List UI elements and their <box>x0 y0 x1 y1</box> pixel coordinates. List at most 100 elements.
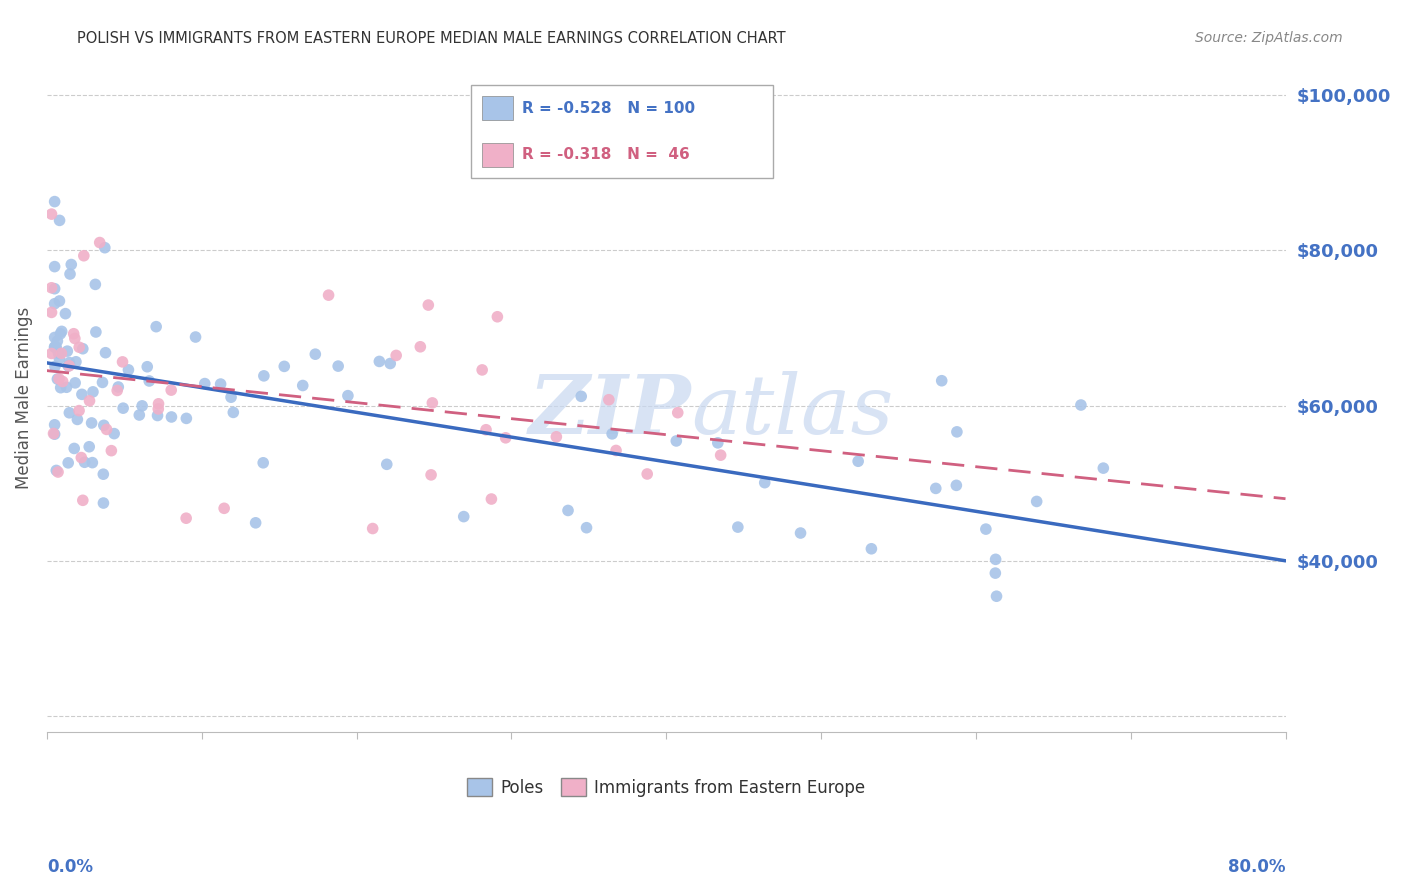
Point <box>420 396 443 410</box>
Point <box>44 194 66 209</box>
Point <box>84 325 107 339</box>
Point <box>409 340 432 354</box>
Point <box>103 426 125 441</box>
Point <box>67 340 90 354</box>
Point <box>84 277 107 292</box>
Point <box>486 310 509 324</box>
Point <box>328 359 350 373</box>
Point <box>107 380 129 394</box>
Point <box>148 401 170 416</box>
Point <box>789 526 811 541</box>
Point <box>111 355 134 369</box>
Point <box>63 442 86 456</box>
Point <box>986 589 1008 603</box>
Point <box>58 359 80 373</box>
Point <box>148 397 170 411</box>
Point <box>146 409 169 423</box>
Point <box>56 344 79 359</box>
Point <box>145 319 167 334</box>
Point <box>89 235 111 250</box>
Point <box>72 342 94 356</box>
Point <box>93 496 115 510</box>
Point <box>82 456 104 470</box>
Point <box>117 363 139 377</box>
Point <box>304 347 326 361</box>
Point <box>219 390 242 404</box>
Text: ZIP: ZIP <box>529 371 690 451</box>
Point <box>48 293 70 308</box>
Point <box>925 482 948 496</box>
Point <box>160 409 183 424</box>
Point <box>41 281 63 295</box>
Point <box>44 340 66 354</box>
Point <box>481 491 503 506</box>
Point <box>58 355 80 369</box>
Point <box>52 375 75 389</box>
Point <box>984 552 1007 566</box>
Point <box>209 377 232 392</box>
Point <box>51 346 73 360</box>
Point <box>418 298 440 312</box>
Point <box>55 307 77 321</box>
Point <box>62 326 84 341</box>
Point <box>710 448 733 462</box>
Point <box>65 355 87 369</box>
Point <box>546 430 568 444</box>
Point <box>860 541 883 556</box>
Point <box>336 389 359 403</box>
Point <box>984 566 1007 581</box>
Point <box>605 443 627 458</box>
Point <box>128 408 150 422</box>
Point <box>946 425 969 439</box>
Point <box>105 384 128 398</box>
Point <box>48 351 70 366</box>
Point <box>45 340 67 354</box>
Point <box>1092 461 1115 475</box>
Point <box>495 431 517 445</box>
Point <box>70 450 93 465</box>
Point <box>70 387 93 401</box>
Point <box>1025 494 1047 508</box>
Point <box>245 516 267 530</box>
Point <box>46 334 69 348</box>
Point <box>94 345 117 359</box>
Point <box>318 288 340 302</box>
Point <box>846 454 869 468</box>
Text: POLISH VS IMMIGRANTS FROM EASTERN EUROPE MEDIAN MALE EARNINGS CORRELATION CHART: POLISH VS IMMIGRANTS FROM EASTERN EUROPE… <box>77 31 786 46</box>
Point <box>100 443 122 458</box>
Y-axis label: Median Male Earnings: Median Male Earnings <box>15 307 32 489</box>
Point <box>754 475 776 490</box>
Point <box>44 427 66 442</box>
Point <box>93 418 115 433</box>
Point <box>66 412 89 426</box>
Point <box>1070 398 1092 412</box>
Point <box>58 456 80 470</box>
Point <box>51 325 73 339</box>
Point <box>49 381 72 395</box>
Point <box>63 376 86 390</box>
Point <box>58 359 80 373</box>
Point <box>471 363 494 377</box>
Point <box>420 467 443 482</box>
Point <box>453 509 475 524</box>
Point <box>44 417 66 432</box>
Point <box>636 467 658 481</box>
Point <box>665 434 688 448</box>
Point <box>48 346 70 360</box>
Text: Source: ZipAtlas.com: Source: ZipAtlas.com <box>1195 31 1343 45</box>
Point <box>600 426 623 441</box>
Point <box>82 384 104 399</box>
Point <box>385 348 408 362</box>
Point <box>60 258 83 272</box>
Point <box>974 522 997 536</box>
Point <box>44 340 66 354</box>
Point <box>48 213 70 227</box>
Point <box>368 354 391 368</box>
Point <box>41 207 63 221</box>
Point <box>41 305 63 319</box>
Point <box>73 455 96 469</box>
Point <box>77 440 100 454</box>
Point <box>44 359 66 374</box>
Point <box>727 520 749 534</box>
Point <box>184 330 207 344</box>
